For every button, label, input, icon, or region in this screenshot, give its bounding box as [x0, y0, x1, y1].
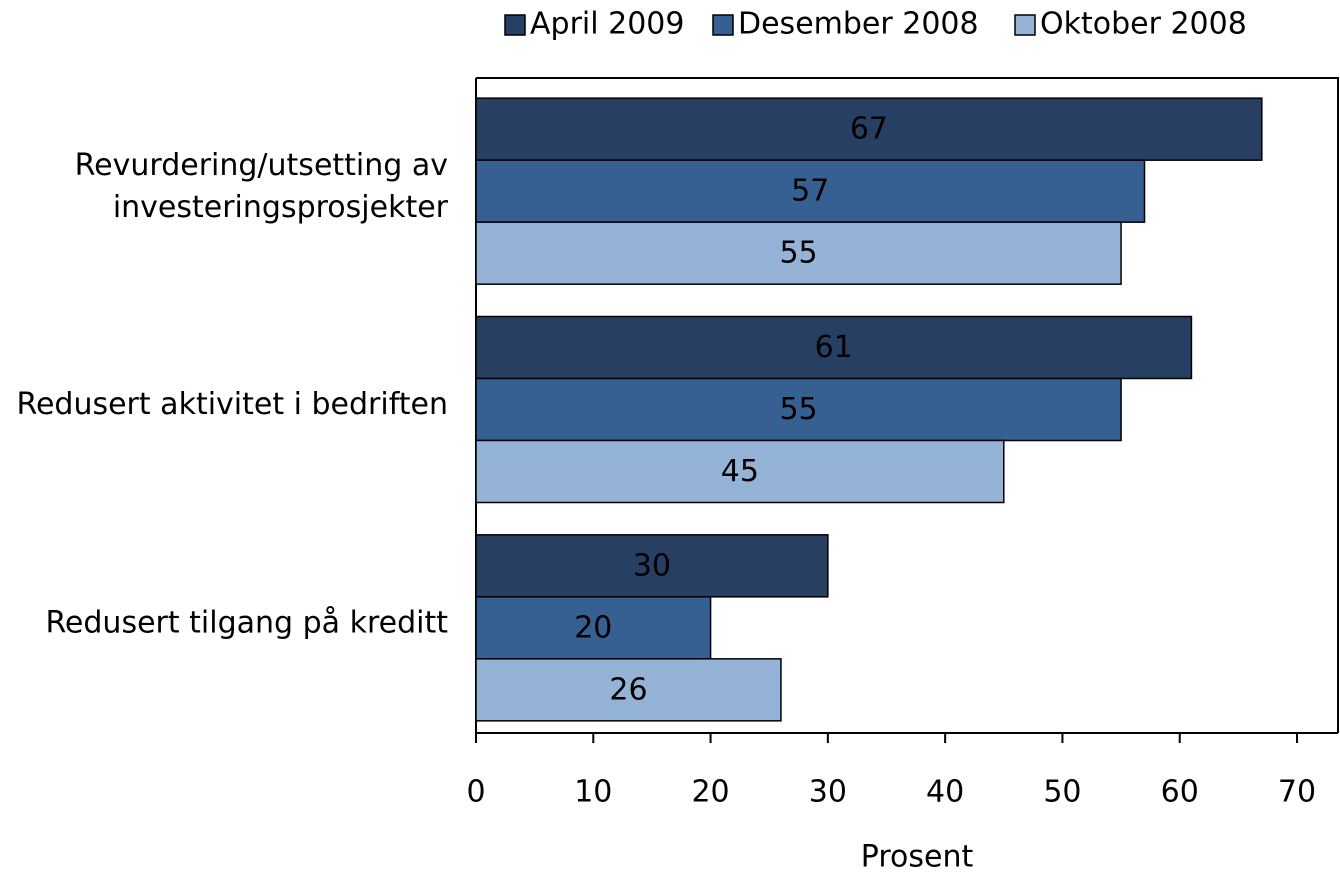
plot-frame: [476, 77, 1339, 733]
legend-swatch: [1014, 14, 1036, 36]
data-label: 61: [815, 330, 853, 365]
legend-swatch: [504, 14, 526, 36]
x-tick-label: 50: [1043, 775, 1081, 810]
x-tick-label: 40: [926, 775, 964, 810]
bar: [475, 377, 1122, 442]
legend-swatch: [712, 14, 734, 36]
y-tick-label: Redusert tilgang på kreditt: [45, 605, 448, 640]
bar: [475, 221, 1122, 285]
x-tick-label: 70: [1278, 775, 1316, 810]
data-label: 26: [609, 672, 647, 707]
bar: [475, 97, 1263, 161]
data-label: 67: [850, 112, 888, 147]
data-label: 45: [721, 454, 759, 489]
x-tick-label: 0: [466, 775, 485, 810]
data-label: 55: [779, 236, 817, 271]
bar: [475, 534, 829, 598]
y-tick-label: Redusert aktivitet i bedriften: [16, 387, 448, 422]
x-tick-label: 30: [809, 775, 847, 810]
x-tick-label: 60: [1161, 775, 1199, 810]
legend-label: Oktober 2008: [1040, 7, 1247, 42]
x-axis-label: Prosent: [861, 840, 974, 874]
bar: [475, 159, 1146, 223]
legend-label: Desember 2008: [738, 7, 979, 42]
y-tick-label: Revurdering/utsetting av investeringspros…: [75, 148, 449, 225]
bar: [475, 439, 1005, 504]
bar: [475, 658, 782, 722]
data-label: 30: [633, 548, 671, 583]
data-label: 57: [791, 174, 829, 209]
legend-label: April 2009: [530, 7, 684, 42]
data-label: 55: [779, 392, 817, 427]
x-tick-label: 20: [691, 775, 729, 810]
data-label: 20: [574, 610, 612, 645]
bar: [475, 596, 712, 660]
bar: [475, 315, 1193, 380]
x-tick-label: 10: [574, 775, 612, 810]
